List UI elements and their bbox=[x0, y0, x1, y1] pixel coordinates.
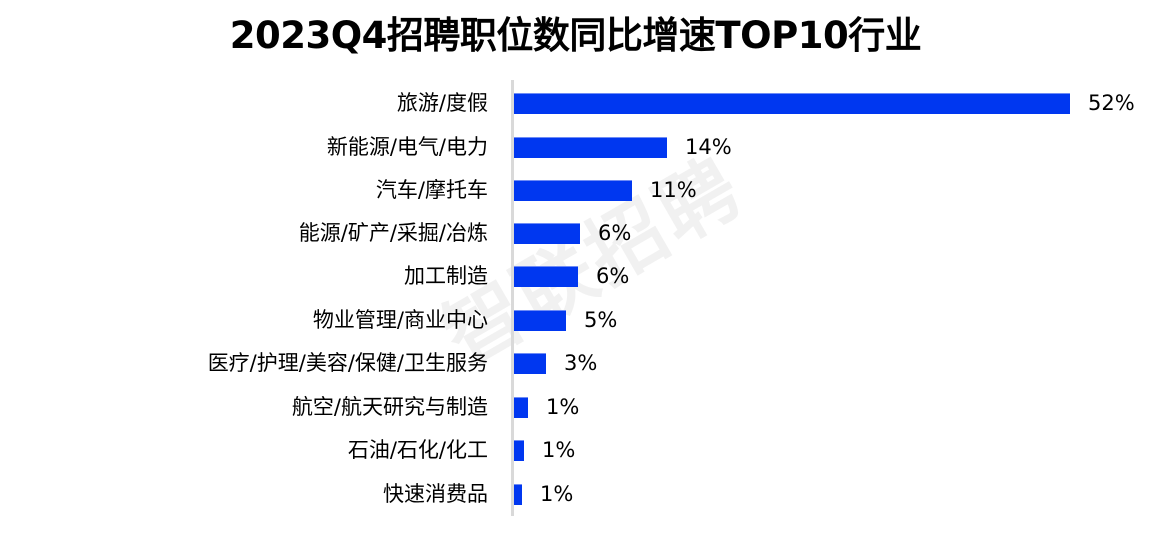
bar-row: 新能源/电气/电力 14% bbox=[0, 135, 1151, 159]
bar bbox=[514, 353, 546, 374]
value-label: 6% bbox=[598, 221, 632, 245]
category-label: 新能源/电气/电力 bbox=[326, 135, 488, 159]
bar-row: 汽车/摩托车 11% bbox=[0, 178, 1151, 202]
bar-row: 航空/航天研究与制造 1% bbox=[0, 395, 1151, 419]
bar-row: 快速消费品 1% bbox=[0, 482, 1151, 506]
value-label: 11% bbox=[650, 178, 697, 202]
value-label: 52% bbox=[1088, 91, 1135, 115]
category-label: 旅游/度假 bbox=[396, 91, 488, 115]
category-label: 航空/航天研究与制造 bbox=[291, 395, 488, 419]
bar-row: 能源/矿产/采掘/冶炼 6% bbox=[0, 221, 1151, 245]
bar bbox=[514, 223, 580, 244]
chart-title: 2023Q4招聘职位数同比增速TOP10行业 bbox=[229, 14, 922, 57]
category-axis-line bbox=[511, 80, 514, 516]
bar-row: 物业管理/商业中心 5% bbox=[0, 308, 1151, 332]
bar-row: 医疗/护理/美容/保健/卫生服务 3% bbox=[0, 351, 1151, 375]
category-label: 能源/矿产/采掘/冶炼 bbox=[298, 221, 488, 245]
bar bbox=[514, 180, 632, 201]
value-label: 1% bbox=[540, 482, 574, 506]
bar-row: 石油/石化/化工 1% bbox=[0, 438, 1151, 462]
bar bbox=[514, 397, 528, 418]
category-label: 汽车/摩托车 bbox=[375, 178, 488, 202]
category-label: 石油/石化/化工 bbox=[347, 438, 488, 462]
value-label: 14% bbox=[685, 135, 732, 159]
category-label: 加工制造 bbox=[404, 264, 488, 288]
category-label: 医疗/护理/美容/保健/卫生服务 bbox=[207, 351, 488, 375]
category-label: 快速消费品 bbox=[383, 482, 488, 506]
value-label: 3% bbox=[564, 351, 598, 375]
bar bbox=[514, 310, 566, 331]
bar bbox=[514, 93, 1070, 114]
value-label: 1% bbox=[546, 395, 580, 419]
value-label: 5% bbox=[584, 308, 618, 332]
value-label: 1% bbox=[542, 438, 576, 462]
bar bbox=[514, 266, 578, 287]
bar bbox=[514, 137, 667, 158]
bar bbox=[514, 484, 522, 505]
bar bbox=[514, 440, 524, 461]
value-label: 6% bbox=[596, 264, 630, 288]
bar-row: 旅游/度假 52% bbox=[0, 91, 1151, 115]
category-label: 物业管理/商业中心 bbox=[312, 308, 488, 332]
bar-row: 加工制造 6% bbox=[0, 264, 1151, 288]
